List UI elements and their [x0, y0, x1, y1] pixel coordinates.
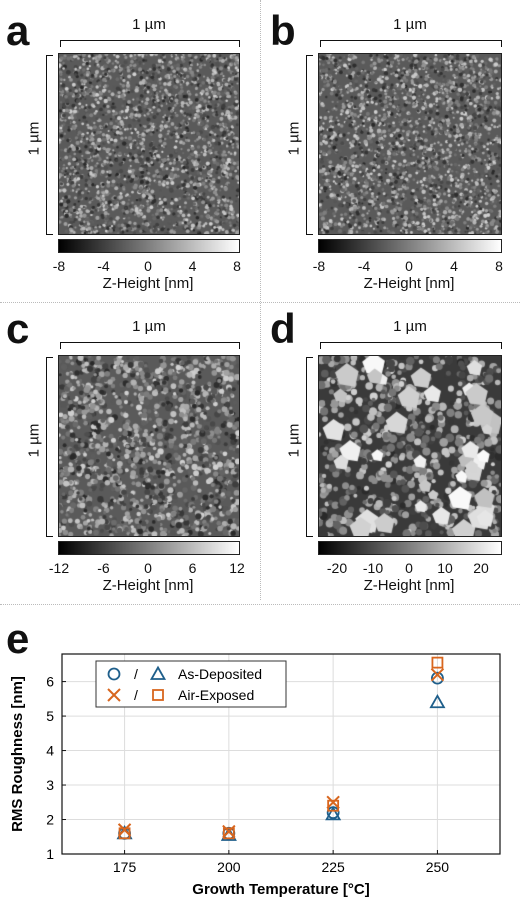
colorbar-ticks: -8 -4 0 4 8	[53, 258, 241, 278]
colorbar-tick-label: -12	[48, 560, 70, 576]
colorbar-title: Z-Height [nm]	[102, 577, 194, 594]
divider-vertical	[260, 0, 261, 600]
legend-marker-triangle	[149, 665, 167, 680]
divider-top	[0, 302, 520, 303]
divider-bottom	[0, 604, 520, 605]
scale-bracket-y	[306, 55, 313, 235]
colorbar-tick-label: -4	[97, 258, 110, 274]
legend-separator: /	[134, 687, 138, 703]
data-point-triangle	[325, 806, 342, 821]
colorbar-tick-label: 4	[450, 258, 458, 274]
afm-panel-a: a 1 µm 1 µm -8 -4 0 4 8 Z-Height [nm]	[0, 0, 260, 302]
plot-frame	[61, 653, 501, 855]
scale-bracket-y	[46, 357, 53, 537]
scale-bracket-y	[306, 357, 313, 537]
panel-letter: e	[6, 615, 30, 662]
colorbar	[58, 239, 240, 253]
colorbar-tick-label: -4	[357, 258, 371, 274]
colorbar-tick-label: 0	[405, 258, 413, 274]
panel-letter: a	[6, 7, 30, 54]
scale-bracket-x	[320, 342, 502, 349]
data-point-square	[431, 656, 444, 669]
colorbar-tick-label: 20	[473, 560, 489, 576]
legend-marker-x	[107, 688, 121, 702]
scale-bracket-x	[60, 40, 240, 47]
afm-image	[58, 53, 240, 235]
scale-bracket-x	[320, 40, 502, 47]
colorbar-ticks: -8 -4 0 4 8	[313, 258, 503, 278]
colorbar	[58, 541, 240, 555]
colorbar-tick-label: 0	[144, 258, 152, 274]
data-point-circle	[431, 671, 444, 685]
panel-letter: c	[6, 305, 30, 352]
x-tick-label: 175	[113, 859, 137, 875]
colorbar-title: Z-Height [nm]	[363, 275, 455, 292]
colorbar-tick-label: -8	[52, 258, 66, 274]
x-tick-label: 250	[426, 859, 450, 875]
colorbar-tick-label: 8	[233, 258, 241, 274]
data-point-x	[326, 795, 340, 809]
x-tick-label: 200	[217, 859, 241, 875]
y-tick-label: 3	[46, 777, 54, 793]
legend-label: As-Deposited	[178, 666, 262, 682]
colorbar-tick-label: 4	[188, 258, 197, 274]
colorbar-tick-label: 0	[405, 560, 413, 576]
y-tick-label: 4	[46, 743, 54, 759]
scale-bracket-x	[60, 342, 240, 349]
data-point-triangle	[429, 693, 446, 709]
colorbar-title: Z-Height [nm]	[102, 275, 194, 292]
roughness-chart: 175 200 225 250 1 2 3 4 5 6 Growth Temperature [°C…	[9, 653, 501, 898]
colorbar-tick-label: 0	[144, 560, 152, 576]
colorbar-title: Z-Height [nm]	[363, 577, 455, 594]
afm-image	[58, 355, 240, 537]
legend-separator: /	[134, 666, 138, 682]
data-point-square	[327, 799, 340, 812]
y-tick-label: 2	[46, 812, 54, 828]
colorbar-tick-label: -6	[97, 560, 110, 576]
colorbar-tick-label: -10	[362, 560, 384, 576]
scale-label-x: 1 µm	[393, 318, 427, 335]
scale-label-y: 1 µm	[285, 423, 303, 458]
colorbar-tick-label: 10	[437, 560, 453, 576]
legend-label: Air-Exposed	[178, 687, 254, 703]
scale-label-x: 1 µm	[132, 16, 166, 33]
y-axis-title: RMS Roughness [nm]	[9, 676, 26, 832]
scale-bracket-y	[46, 55, 53, 235]
afm-image	[318, 53, 502, 235]
y-tick-label: 1	[46, 846, 54, 862]
afm-panel-c: c 1 µm 1 µm -12 -6 0 6 12 Z-Height [nm]	[0, 302, 260, 604]
scale-label-x: 1 µm	[132, 318, 166, 335]
afm-panel-d: d 1 µm 1 µm -20 -10 0 10 20 Z-Height [nm]	[260, 302, 520, 604]
colorbar	[318, 239, 502, 253]
roughness-panel-e: e 175 200 225 250 1 2 3 4 5 6 Growth Temperature […	[0, 604, 520, 903]
x-axis-title: Growth Temperature [°C]	[192, 881, 369, 898]
colorbar-tick-label: -8	[312, 258, 326, 274]
scale-label-y: 1 µm	[25, 423, 43, 458]
scale-label-x: 1 µm	[393, 16, 427, 33]
data-point-x	[117, 823, 132, 837]
panel-letter: b	[270, 7, 296, 54]
x-tick-label: 225	[321, 859, 345, 875]
colorbar-tick-label: 6	[188, 560, 197, 576]
legend-marker-square	[152, 689, 164, 701]
data-point-x	[430, 667, 445, 682]
data-point-square	[118, 827, 131, 840]
y-tick-label: 5	[46, 708, 54, 724]
scale-label-y: 1 µm	[25, 121, 43, 156]
legend-box	[95, 660, 287, 708]
colorbar-ticks: -20 -10 0 10 20	[319, 560, 501, 580]
scale-label-y: 1 µm	[285, 121, 303, 156]
panel-letter: d	[270, 305, 296, 352]
colorbar-tick-label: -20	[326, 560, 348, 576]
colorbar-tick-label: 8	[495, 258, 503, 274]
y-tick-label: 6	[46, 674, 54, 690]
legend-marker-circle	[107, 667, 121, 681]
afm-panel-b: b 1 µm 1 µm -8 -4 0 4 8 Z-Height [nm]	[260, 0, 520, 302]
colorbar-tick-label: 12	[229, 560, 245, 576]
afm-image	[318, 355, 502, 537]
data-point-square	[222, 827, 235, 840]
colorbar	[318, 541, 502, 555]
colorbar-ticks: -12 -6 0 6 12	[49, 560, 245, 580]
